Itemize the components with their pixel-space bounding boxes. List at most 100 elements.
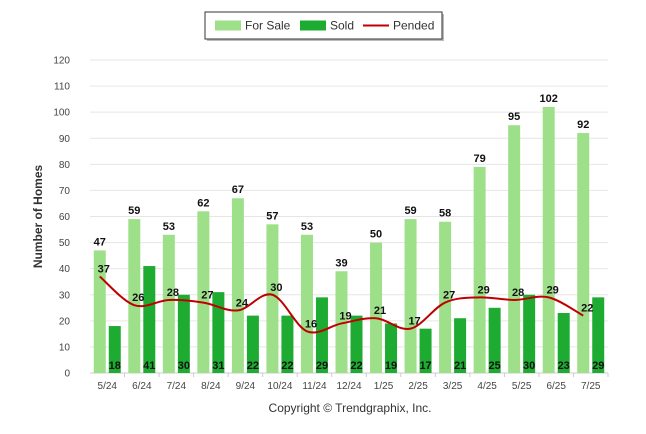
x-tick-label: 5/24 <box>98 381 118 392</box>
label-for-sale: 67 <box>232 184 244 196</box>
bar-sold <box>523 294 536 373</box>
x-tick-label: 1/25 <box>374 381 394 392</box>
label-sold: 21 <box>454 360 466 372</box>
label-pended: 27 <box>443 290 455 302</box>
label-sold: 25 <box>489 360 501 372</box>
label-for-sale: 47 <box>94 236 106 248</box>
bar-for-sale <box>162 234 175 373</box>
bar-sold <box>143 266 156 373</box>
label-pended: 28 <box>167 287 179 299</box>
label-sold: 29 <box>316 360 328 372</box>
label-for-sale: 62 <box>197 197 209 209</box>
label-sold: 19 <box>385 360 397 372</box>
bar-sold <box>315 297 328 373</box>
bar-for-sale <box>439 221 452 373</box>
label-sold: 30 <box>178 360 190 372</box>
label-sold: 22 <box>247 360 259 372</box>
label-pended: 19 <box>339 310 351 322</box>
y-tick-label-90: 90 <box>59 134 71 145</box>
bar-sold <box>350 315 363 373</box>
label-sold: 30 <box>523 360 535 372</box>
bar-for-sale <box>300 234 313 373</box>
label-pended: 28 <box>512 287 524 299</box>
bar-sold <box>557 313 570 373</box>
x-tick-label: 4/25 <box>477 381 497 392</box>
label-pended: 27 <box>201 290 213 302</box>
bar-for-sale <box>404 219 417 373</box>
label-pended: 29 <box>547 284 559 296</box>
y-axis-label: Number of Homes <box>31 165 45 269</box>
label-pended: 17 <box>408 316 420 328</box>
bar-for-sale <box>197 211 210 373</box>
y-tick-label-30: 30 <box>59 290 71 301</box>
bar-sold <box>281 315 294 373</box>
x-tick-label: 11/24 <box>302 381 327 392</box>
x-tick-label: 7/25 <box>581 381 601 392</box>
y-tick-label-120: 120 <box>53 56 70 67</box>
label-pended: 26 <box>132 292 144 304</box>
label-pended: 21 <box>374 305 386 317</box>
x-tick-label: 5/25 <box>512 381 532 392</box>
label-pended: 29 <box>478 284 490 296</box>
x-tick-label: 10/24 <box>267 381 292 392</box>
bar-for-sale <box>335 271 348 373</box>
label-pended: 37 <box>98 263 110 275</box>
bar-sold <box>385 323 398 373</box>
bar-for-sale <box>266 224 279 373</box>
bar-sold <box>177 294 190 373</box>
y-tick-label-110: 110 <box>54 82 70 93</box>
bar-for-sale <box>231 198 244 373</box>
label-sold: 22 <box>350 360 362 372</box>
bar-for-sale <box>577 133 590 373</box>
y-tick-label-0: 0 <box>64 369 70 380</box>
x-tick-label: 7/24 <box>167 381 187 392</box>
label-for-sale: 50 <box>370 229 382 241</box>
label-sold: 41 <box>143 360 155 372</box>
x-tick-label: 2/25 <box>408 381 428 392</box>
x-tick-label: 8/24 <box>201 381 221 392</box>
bar-for-sale <box>93 250 106 373</box>
label-for-sale: 53 <box>163 221 175 233</box>
y-tick-label-70: 70 <box>59 186 71 197</box>
bar-sold <box>488 307 501 373</box>
y-tick-label-20: 20 <box>59 316 71 327</box>
label-pended: 24 <box>236 297 249 309</box>
label-sold: 23 <box>558 360 570 372</box>
label-for-sale: 59 <box>128 205 140 217</box>
bar-sold <box>419 328 432 373</box>
legend-label-for-sale: For Sale <box>245 19 291 33</box>
label-sold: 31 <box>212 360 224 372</box>
copyright-text: Copyright © Trendgraphix, Inc. <box>269 401 432 415</box>
bar-for-sale <box>508 125 521 373</box>
label-for-sale: 39 <box>335 257 347 269</box>
y-tick-label-10: 10 <box>59 342 71 353</box>
bar-sold <box>592 297 605 373</box>
y-tick-label-60: 60 <box>59 212 71 223</box>
bar-for-sale <box>370 242 383 373</box>
label-pended: 22 <box>581 303 593 315</box>
label-for-sale: 79 <box>474 153 486 165</box>
x-tick-label: 3/25 <box>443 381 463 392</box>
legend-swatch-for-sale <box>215 20 241 31</box>
label-pended: 30 <box>270 282 282 294</box>
bar-for-sale <box>473 166 486 373</box>
legend-swatch-sold <box>300 20 326 31</box>
label-for-sale: 95 <box>508 111 520 123</box>
y-tick-label-40: 40 <box>59 264 71 275</box>
label-sold: 18 <box>109 360 121 372</box>
bar-for-sale <box>128 219 141 373</box>
bar-sold <box>246 315 259 373</box>
bar-for-sale <box>542 106 555 373</box>
x-tick-label: 9/24 <box>236 381 256 392</box>
pended-line <box>99 275 584 334</box>
legend-label-pended: Pended <box>393 19 434 33</box>
label-for-sale: 57 <box>266 210 278 222</box>
label-for-sale: 53 <box>301 221 313 233</box>
y-tick-label-50: 50 <box>59 238 71 249</box>
bar-sold <box>108 326 121 373</box>
label-sold: 17 <box>419 360 431 372</box>
label-for-sale: 92 <box>577 119 589 131</box>
y-tick-label-80: 80 <box>59 160 71 171</box>
